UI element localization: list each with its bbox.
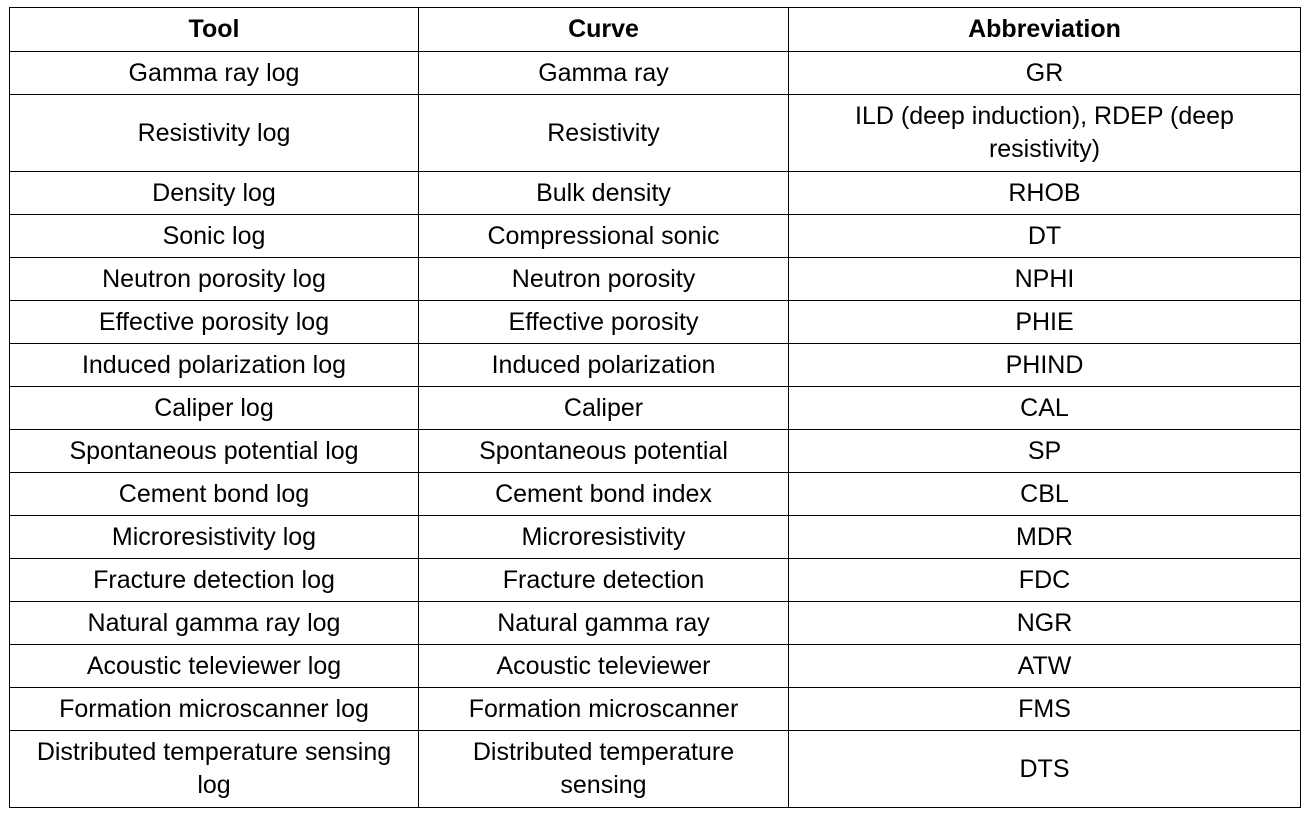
cell-abbreviation: PHIE	[788, 300, 1301, 344]
well-log-table: Tool Curve Abbreviation Gamma ray log Ga…	[9, 7, 1301, 808]
cell-abbreviation: RHOB	[788, 171, 1301, 215]
table-row: Effective porosity log Effective porosit…	[9, 300, 1301, 344]
table-row: Density log Bulk density RHOB	[9, 171, 1301, 215]
cell-curve: Compressional sonic	[418, 214, 789, 258]
cell-tool: Natural gamma ray log	[9, 601, 419, 645]
table-container: Tool Curve Abbreviation Gamma ray log Ga…	[9, 7, 1301, 808]
cell-tool: Caliper log	[9, 386, 419, 430]
cell-curve: Acoustic televiewer	[418, 644, 789, 688]
cell-tool: Cement bond log	[9, 472, 419, 516]
cell-tool: Distributed temperature sensing log	[9, 730, 419, 808]
cell-curve: Formation microscanner	[418, 687, 789, 731]
cell-tool: Microresistivity log	[9, 515, 419, 559]
cell-curve: Caliper	[418, 386, 789, 430]
cell-curve: Induced polarization	[418, 343, 789, 387]
table-row: Distributed temperature sensing log Dist…	[9, 730, 1301, 808]
cell-curve: Cement bond index	[418, 472, 789, 516]
cell-curve: Microresistivity	[418, 515, 789, 559]
cell-curve: Spontaneous potential	[418, 429, 789, 473]
cell-abbreviation: SP	[788, 429, 1301, 473]
table-row: Induced polarization log Induced polariz…	[9, 343, 1301, 387]
table-row: Formation microscanner log Formation mic…	[9, 687, 1301, 731]
table-row: Natural gamma ray log Natural gamma ray …	[9, 601, 1301, 645]
cell-tool: Neutron porosity log	[9, 257, 419, 301]
cell-tool: Induced polarization log	[9, 343, 419, 387]
cell-abbreviation: NGR	[788, 601, 1301, 645]
cell-abbreviation: DTS	[788, 730, 1301, 808]
cell-curve: Resistivity	[418, 94, 789, 172]
cell-curve: Gamma ray	[418, 51, 789, 95]
table-row: Spontaneous potential log Spontaneous po…	[9, 429, 1301, 473]
cell-curve: Bulk density	[418, 171, 789, 215]
header-curve: Curve	[418, 7, 789, 52]
cell-curve: Natural gamma ray	[418, 601, 789, 645]
cell-tool: Acoustic televiewer log	[9, 644, 419, 688]
cell-curve: Fracture detection	[418, 558, 789, 602]
cell-tool: Gamma ray log	[9, 51, 419, 95]
cell-abbreviation: FMS	[788, 687, 1301, 731]
cell-tool: Effective porosity log	[9, 300, 419, 344]
table-row: Resistivity log Resistivity ILD (deep in…	[9, 94, 1301, 172]
cell-tool: Fracture detection log	[9, 558, 419, 602]
table-row: Sonic log Compressional sonic DT	[9, 214, 1301, 258]
table-row: Neutron porosity log Neutron porosity NP…	[9, 257, 1301, 301]
table-row: Acoustic televiewer log Acoustic televie…	[9, 644, 1301, 688]
cell-tool: Resistivity log	[9, 94, 419, 172]
table-row: Gamma ray log Gamma ray GR	[9, 51, 1301, 95]
cell-abbreviation: ILD (deep induction), RDEP (deep resisti…	[788, 94, 1301, 172]
cell-abbreviation: CAL	[788, 386, 1301, 430]
cell-abbreviation: DT	[788, 214, 1301, 258]
cell-abbreviation: PHIND	[788, 343, 1301, 387]
cell-tool: Spontaneous potential log	[9, 429, 419, 473]
cell-abbreviation: GR	[788, 51, 1301, 95]
cell-abbreviation: FDC	[788, 558, 1301, 602]
header-row: Tool Curve Abbreviation	[9, 7, 1301, 52]
cell-curve: Neutron porosity	[418, 257, 789, 301]
header-tool: Tool	[9, 7, 419, 52]
cell-curve: Effective porosity	[418, 300, 789, 344]
cell-abbreviation: NPHI	[788, 257, 1301, 301]
header-abbreviation: Abbreviation	[788, 7, 1301, 52]
table-row: Caliper log Caliper CAL	[9, 386, 1301, 430]
cell-abbreviation: ATW	[788, 644, 1301, 688]
cell-tool: Density log	[9, 171, 419, 215]
cell-tool: Sonic log	[9, 214, 419, 258]
cell-curve: Distributed temperature sensing	[418, 730, 789, 808]
cell-abbreviation: CBL	[788, 472, 1301, 516]
table-row: Cement bond log Cement bond index CBL	[9, 472, 1301, 516]
table-row: Fracture detection log Fracture detectio…	[9, 558, 1301, 602]
cell-abbreviation: MDR	[788, 515, 1301, 559]
table-row: Microresistivity log Microresistivity MD…	[9, 515, 1301, 559]
cell-tool: Formation microscanner log	[9, 687, 419, 731]
